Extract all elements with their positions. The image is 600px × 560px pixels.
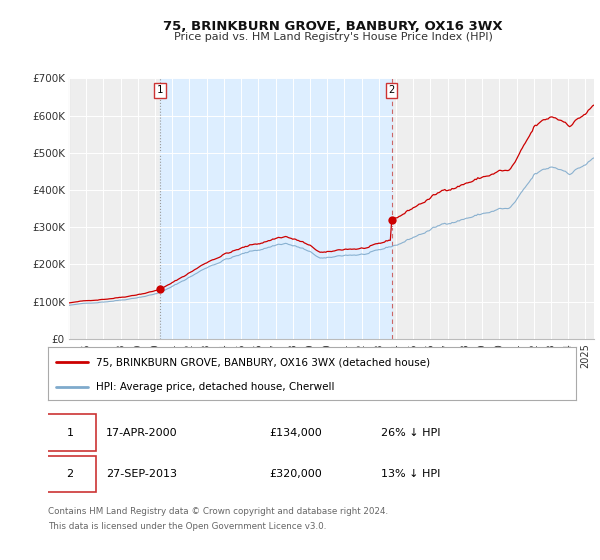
Text: HPI: Average price, detached house, Cherwell: HPI: Average price, detached house, Cher… xyxy=(95,382,334,392)
Text: 1: 1 xyxy=(67,427,74,437)
FancyBboxPatch shape xyxy=(46,414,95,451)
Text: 1: 1 xyxy=(157,85,163,95)
Text: 2: 2 xyxy=(388,85,395,95)
Text: 75, BRINKBURN GROVE, BANBURY, OX16 3WX (detached house): 75, BRINKBURN GROVE, BANBURY, OX16 3WX (… xyxy=(95,357,430,367)
Text: 27-SEP-2013: 27-SEP-2013 xyxy=(106,469,177,479)
Text: £320,000: £320,000 xyxy=(270,469,323,479)
Text: 75, BRINKBURN GROVE, BANBURY, OX16 3WX: 75, BRINKBURN GROVE, BANBURY, OX16 3WX xyxy=(163,20,503,32)
Text: Contains HM Land Registry data © Crown copyright and database right 2024.: Contains HM Land Registry data © Crown c… xyxy=(48,507,388,516)
Bar xyxy=(160,78,392,339)
Text: £134,000: £134,000 xyxy=(270,427,323,437)
Text: 2: 2 xyxy=(67,469,74,479)
Text: This data is licensed under the Open Government Licence v3.0.: This data is licensed under the Open Gov… xyxy=(48,522,326,531)
Text: 17-APR-2000: 17-APR-2000 xyxy=(106,427,178,437)
Text: 26% ↓ HPI: 26% ↓ HPI xyxy=(380,427,440,437)
Text: 13% ↓ HPI: 13% ↓ HPI xyxy=(380,469,440,479)
Text: Price paid vs. HM Land Registry's House Price Index (HPI): Price paid vs. HM Land Registry's House … xyxy=(173,32,493,43)
FancyBboxPatch shape xyxy=(46,456,95,492)
